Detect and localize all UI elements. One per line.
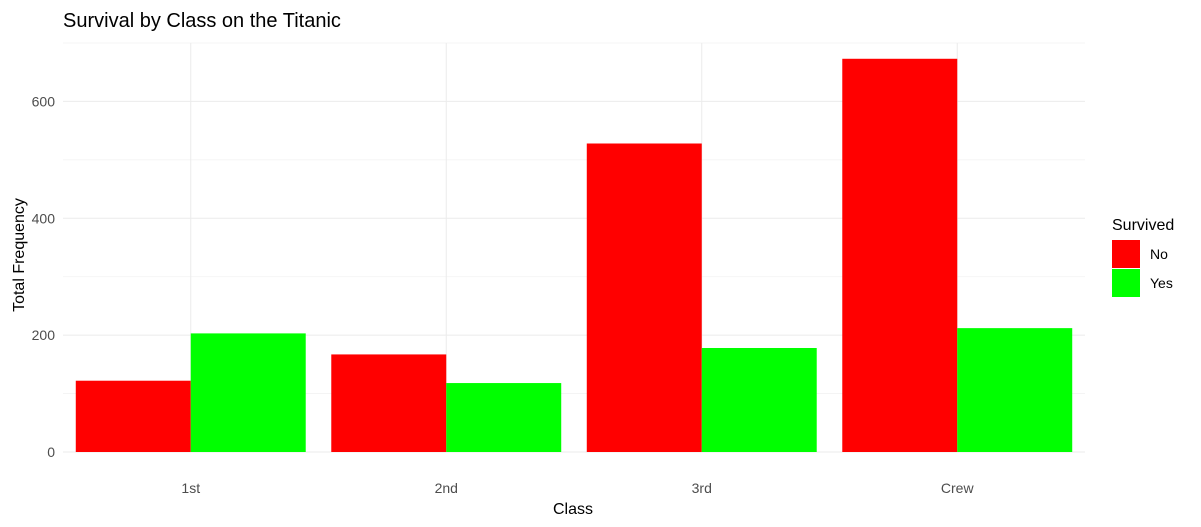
x-tick-label: 3rd bbox=[692, 480, 712, 496]
bars bbox=[75, 58, 1073, 453]
x-tick-label: Crew bbox=[941, 480, 975, 496]
bar-1st-yes bbox=[190, 333, 306, 452]
x-axis-ticks: 1st 2nd 3rd Crew bbox=[181, 480, 974, 496]
legend-key-yes bbox=[1112, 269, 1140, 297]
legend: Survived No Yes bbox=[1112, 217, 1174, 297]
chart-title: Survival by Class on the Titanic bbox=[63, 10, 341, 32]
y-tick-label: 400 bbox=[32, 210, 56, 226]
bar-2nd-yes bbox=[446, 383, 562, 452]
x-tick-label: 1st bbox=[181, 480, 200, 496]
legend-label-no: No bbox=[1150, 246, 1168, 262]
bar-3rd-no bbox=[586, 143, 702, 453]
y-axis-ticks: 0 200 400 600 bbox=[32, 93, 56, 460]
y-tick-label: 0 bbox=[47, 444, 55, 460]
legend-label-yes: Yes bbox=[1150, 275, 1173, 291]
legend-key-no bbox=[1112, 240, 1140, 268]
y-axis-title: Total Frequency bbox=[11, 198, 28, 312]
x-axis-title: Class bbox=[553, 501, 593, 518]
y-tick-label: 200 bbox=[32, 327, 56, 343]
x-tick-label: 2nd bbox=[435, 480, 458, 496]
bar-crew-no bbox=[842, 58, 958, 452]
bar-crew-yes bbox=[957, 328, 1073, 452]
bar-3rd-yes bbox=[701, 347, 817, 452]
legend-title: Survived bbox=[1112, 217, 1174, 234]
y-tick-label: 600 bbox=[32, 93, 56, 109]
bar-1st-no bbox=[75, 380, 191, 452]
bar-2nd-no bbox=[331, 354, 447, 452]
